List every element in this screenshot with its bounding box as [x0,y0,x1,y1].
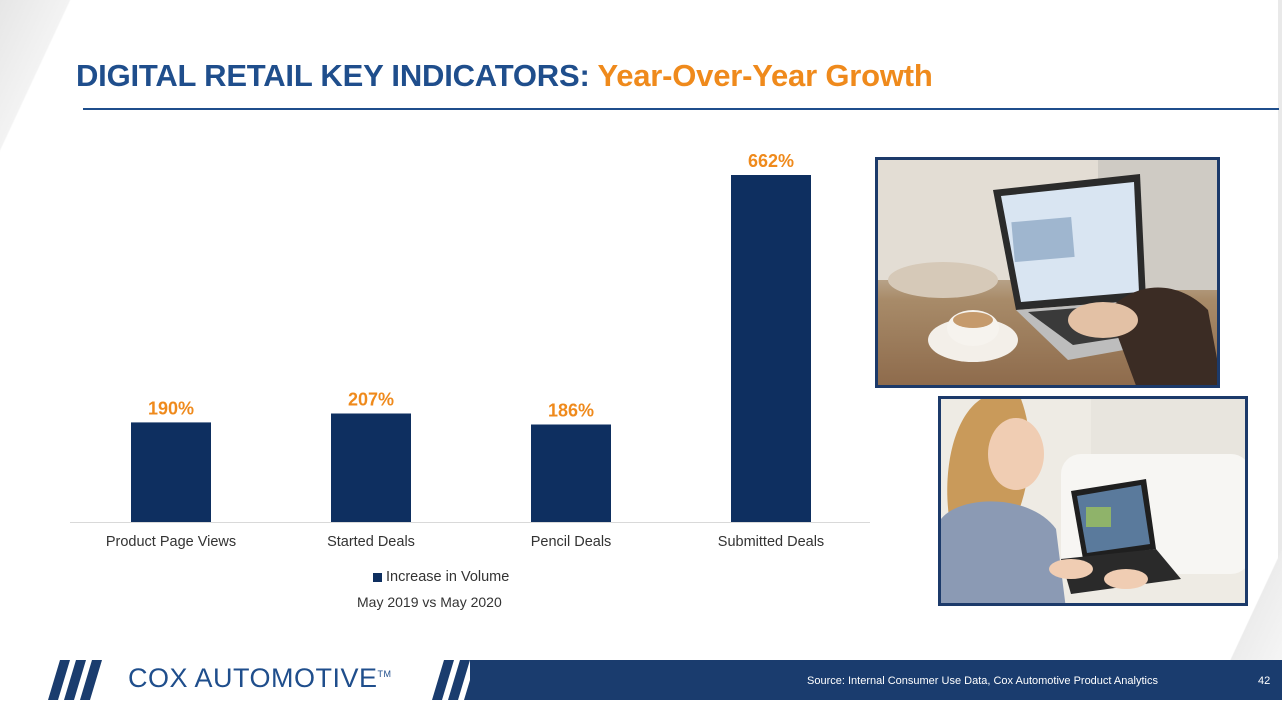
bar-product-page-views [131,422,211,522]
bar-started-deals [331,413,411,522]
bar-submitted-deals [731,175,811,522]
page-number: 42 [1258,675,1271,687]
slide-edge [1278,0,1282,660]
data-label: 662% [748,151,794,171]
x-tick-label: Submitted Deals [718,534,824,550]
bottom-strip [0,700,1282,720]
logo-text: COX AUTOMOTIVE [128,663,378,693]
legend-swatch [373,572,382,582]
cox-automotive-logo: COX AUTOMOTIVETM [128,663,392,694]
corner-decoration-right [1222,540,1282,660]
title-divider [83,108,1279,110]
data-label: 186% [548,401,594,421]
logo-trademark: TM [377,669,392,679]
chart-legend: Increase in Volume [373,569,509,585]
source-note: Source: Internal Consumer Use Data, Cox … [807,675,1158,687]
title-accent: Year-Over-Year Growth [597,58,933,93]
chart-subtitle: May 2019 vs May 2020 [357,594,502,610]
title-main: DIGITAL RETAIL KEY INDICATORS: [76,58,590,93]
laptop-cafe-photo [875,157,1220,388]
x-tick-label: Product Page Views [106,534,236,550]
x-tick-label: Pencil Deals [531,534,612,550]
bar-pencil-deals [531,424,611,522]
slide-title: DIGITAL RETAIL KEY INDICATORS: Year-Over… [76,58,933,94]
footer-stripes-icon [432,660,486,700]
legend-label: Increase in Volume [386,569,510,585]
footer-bar [470,660,1282,700]
woman-laptop-photo [938,396,1248,606]
logo-stripes-icon [48,660,102,700]
corner-decoration [0,0,75,170]
x-tick-label: Started Deals [327,534,415,550]
data-label: 207% [348,389,394,409]
bar-chart: 190% Product Page Views 207% Started Deals 1… [70,151,870,550]
data-label: 190% [148,398,194,418]
